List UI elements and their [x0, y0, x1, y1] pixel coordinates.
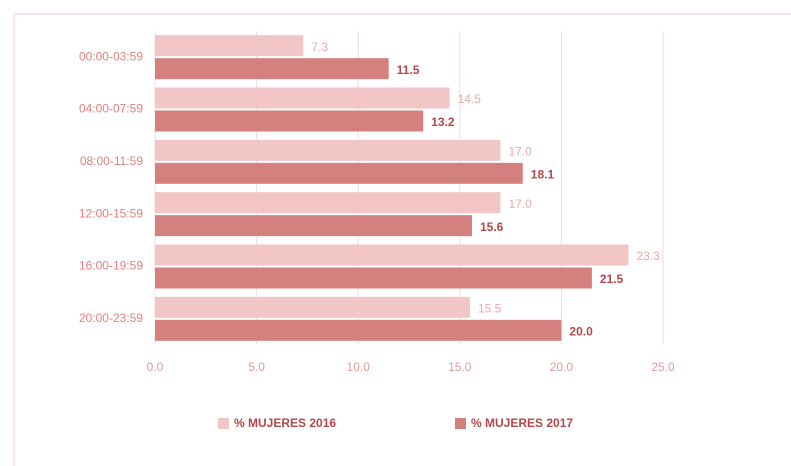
value-label: 17.0 [508, 145, 532, 159]
legend-swatch [455, 418, 466, 429]
x-tick-label: 0.0 [147, 360, 164, 374]
y-tick-label: 20:00-23:59 [79, 311, 143, 325]
bar [155, 139, 501, 161]
value-label: 15.5 [478, 302, 502, 316]
value-label: 14.5 [458, 92, 482, 106]
bar [155, 296, 470, 318]
bar [155, 244, 629, 266]
legend-swatch [218, 418, 229, 429]
value-label: 23.3 [636, 249, 660, 263]
y-tick-label: 16:00-19:59 [79, 259, 143, 273]
bar [155, 35, 304, 57]
bar [155, 215, 472, 237]
value-label: 11.5 [397, 63, 420, 77]
y-tick-label: 00:00-03:59 [79, 49, 143, 63]
bar [155, 58, 389, 80]
y-tick-label: 08:00-11:59 [80, 154, 143, 168]
legend-label: % MUJERES 2017 [471, 416, 573, 430]
x-tick-label: 15.0 [448, 360, 472, 374]
value-label: 20.0 [569, 325, 593, 339]
y-tick-label: 04:00-07:59 [79, 102, 143, 116]
x-tick-label: 5.0 [248, 360, 265, 374]
bar [155, 87, 450, 109]
value-label: 17.0 [508, 197, 532, 211]
bar [155, 110, 424, 132]
bar [155, 192, 501, 214]
legend-label: % MUJERES 2016 [234, 416, 336, 430]
bar [155, 319, 562, 341]
y-tick-label: 12:00-15:59 [79, 206, 143, 220]
value-label: 15.6 [480, 220, 504, 234]
value-label: 18.1 [531, 168, 555, 182]
x-tick-label: 20.0 [550, 360, 574, 374]
chart-frame [13, 13, 791, 466]
value-label: 21.5 [600, 272, 624, 286]
value-label: 13.2 [431, 115, 455, 129]
x-tick-label: 25.0 [651, 360, 675, 374]
value-label: 7.3 [311, 40, 328, 54]
x-tick-label: 10.0 [347, 360, 371, 374]
bar [155, 267, 592, 289]
bar [155, 162, 523, 184]
